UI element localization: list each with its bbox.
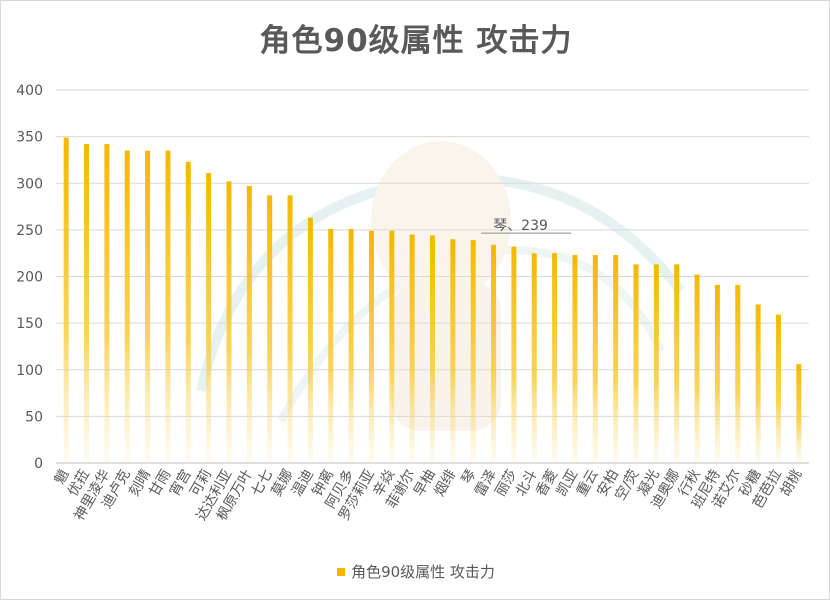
bar	[796, 364, 802, 463]
bar	[450, 239, 456, 463]
bar	[714, 284, 720, 463]
bar	[430, 235, 435, 463]
bar	[307, 217, 313, 463]
y-tick-label: 400	[16, 83, 43, 99]
bar	[104, 144, 110, 463]
x-tick-label: 宵宫	[166, 467, 195, 500]
y-tick-label: 300	[16, 176, 43, 192]
data-label-annotation: 琴、239	[493, 218, 548, 234]
legend-label: 角色90级属性 攻击力	[351, 563, 495, 581]
bar	[633, 264, 639, 463]
x-tick-label: 胡桃	[777, 467, 805, 499]
y-tick-label: 0	[34, 456, 43, 472]
x-tick-label: 琴	[459, 467, 480, 487]
bar	[368, 230, 374, 463]
bar	[755, 304, 761, 463]
bar	[511, 246, 517, 463]
bar	[552, 253, 558, 463]
legend: 角色90级属性 攻击力	[1, 561, 829, 582]
bar	[246, 186, 252, 464]
y-tick-label: 200	[16, 270, 43, 286]
bar	[145, 150, 151, 464]
bar	[491, 244, 497, 463]
y-tick-label: 350	[16, 130, 43, 146]
legend-swatch	[337, 567, 346, 576]
bar	[63, 137, 69, 463]
bar	[470, 240, 476, 463]
x-tick-label: 香菱	[533, 467, 561, 499]
bar	[592, 255, 598, 463]
bar	[328, 228, 334, 463]
x-tick-label: 北斗	[513, 467, 541, 499]
bar	[531, 253, 537, 463]
bar	[613, 255, 619, 463]
bar	[267, 195, 273, 463]
y-tick-label: 100	[16, 363, 43, 379]
x-tick-label: 重云	[574, 467, 602, 499]
bar	[206, 172, 212, 463]
bar	[185, 161, 191, 464]
bar	[124, 150, 130, 464]
y-tick-label: 150	[16, 316, 43, 332]
bar	[287, 195, 293, 463]
y-tick-label: 50	[25, 409, 43, 425]
x-tick-label: 早柚	[411, 467, 439, 499]
bar	[674, 264, 680, 463]
bar	[84, 144, 90, 463]
chart-title: 角色90级属性 攻击力	[259, 23, 573, 59]
y-tick-label: 250	[16, 223, 43, 239]
x-tick-label: 刻晴	[126, 467, 154, 499]
x-tick-label: 魈	[52, 467, 73, 487]
bar	[572, 255, 578, 463]
x-tick-label: 七七	[248, 467, 276, 499]
bar	[694, 274, 700, 463]
bar	[775, 314, 781, 463]
x-tick-label: 凯亚	[554, 467, 582, 499]
x-tick-label: 雷泽	[472, 467, 500, 499]
bar	[226, 181, 232, 463]
bar	[653, 264, 659, 463]
bar	[735, 284, 741, 463]
bar	[348, 228, 354, 463]
bar	[165, 150, 171, 464]
x-tick-label: 丽莎	[493, 467, 521, 499]
x-tick-label: 温迪	[289, 467, 317, 499]
bar	[389, 230, 395, 463]
x-tick-label: 莫娜	[269, 467, 297, 499]
x-tick-label: 烟绯	[431, 467, 459, 499]
bar	[409, 234, 415, 463]
x-tick-label: 甘雨	[147, 467, 175, 499]
